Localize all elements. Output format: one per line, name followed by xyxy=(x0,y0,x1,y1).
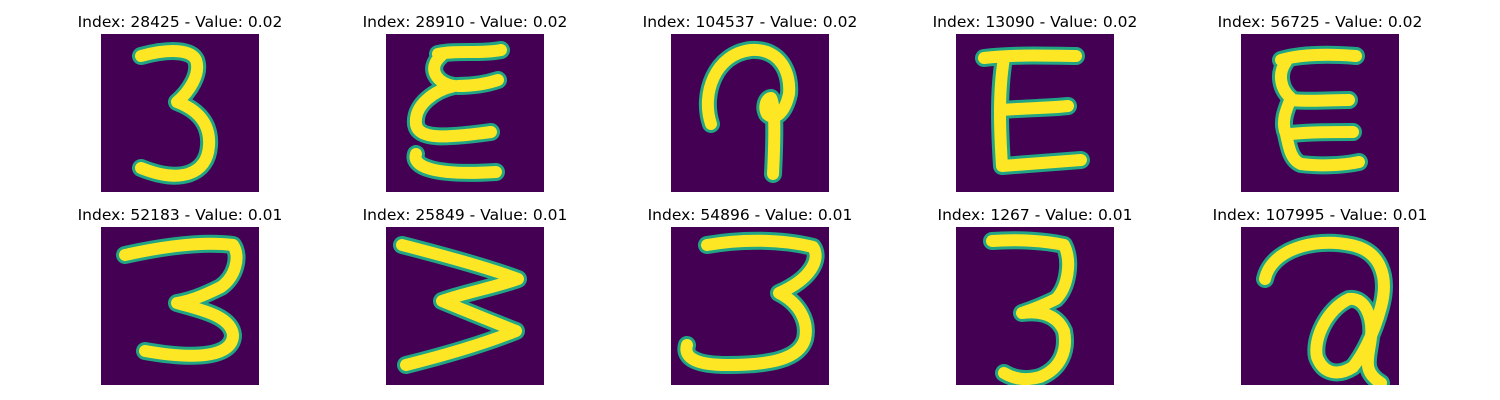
panel-3: Index: 104537 - Value: 0.02 xyxy=(635,12,865,192)
panel-title: Index: 52183 - Value: 0.01 xyxy=(77,206,283,224)
panel-title: Index: 54896 - Value: 0.01 xyxy=(647,206,853,224)
letter-e-glyph xyxy=(956,34,1114,192)
stroke-core xyxy=(409,44,507,179)
panel-6: Index: 52183 - Value: 0.01 xyxy=(65,205,295,385)
panel-title: Index: 107995 - Value: 0.01 xyxy=(1212,206,1428,224)
panel-10: Index: 107995 - Value: 0.01 xyxy=(1205,205,1435,385)
stroke-core xyxy=(1259,236,1390,385)
letter-a-glyph xyxy=(1241,227,1399,385)
panel-title: Index: 1267 - Value: 0.01 xyxy=(937,206,1133,224)
panel-title: Index: 28910 - Value: 0.02 xyxy=(362,13,568,31)
stroke-core xyxy=(986,234,1075,385)
panel-8: Index: 54896 - Value: 0.01 xyxy=(635,205,865,385)
panel-title: Index: 104537 - Value: 0.02 xyxy=(642,13,858,31)
epsilon-glyph xyxy=(386,34,544,192)
panel-4: Index: 13090 - Value: 0.02 xyxy=(920,12,1150,192)
panel-1: Index: 28425 - Value: 0.02 xyxy=(65,12,295,192)
panel-title: Index: 56725 - Value: 0.02 xyxy=(1217,13,1423,31)
panel-title: Index: 13090 - Value: 0.02 xyxy=(932,13,1138,31)
stroke-core xyxy=(701,43,796,180)
panel-5: Index: 56725 - Value: 0.02 xyxy=(1205,12,1435,192)
stroke-core xyxy=(135,45,216,182)
panel-9: Index: 1267 - Value: 0.01 xyxy=(920,205,1150,385)
hook-glyph xyxy=(671,34,829,192)
panel-2: Index: 28910 - Value: 0.02 xyxy=(350,12,580,192)
stroke-core xyxy=(978,49,1087,172)
digit-three-glyph xyxy=(101,34,259,192)
panel-7: Index: 25849 - Value: 0.01 xyxy=(350,205,580,385)
digit-three-glyph xyxy=(671,227,829,385)
digit-three-glyph xyxy=(956,227,1114,385)
panel-title: Index: 28425 - Value: 0.02 xyxy=(77,13,283,31)
letter-e-glyph xyxy=(1241,34,1399,192)
digit-three-glyph xyxy=(101,227,259,385)
image-background xyxy=(671,34,829,192)
stroke-core xyxy=(680,234,822,371)
panel-title: Index: 25849 - Value: 0.01 xyxy=(362,206,568,224)
stroke-core xyxy=(119,237,243,362)
rotated-w-glyph xyxy=(386,227,544,385)
stroke-core xyxy=(396,239,524,371)
stroke-core xyxy=(1275,48,1365,172)
